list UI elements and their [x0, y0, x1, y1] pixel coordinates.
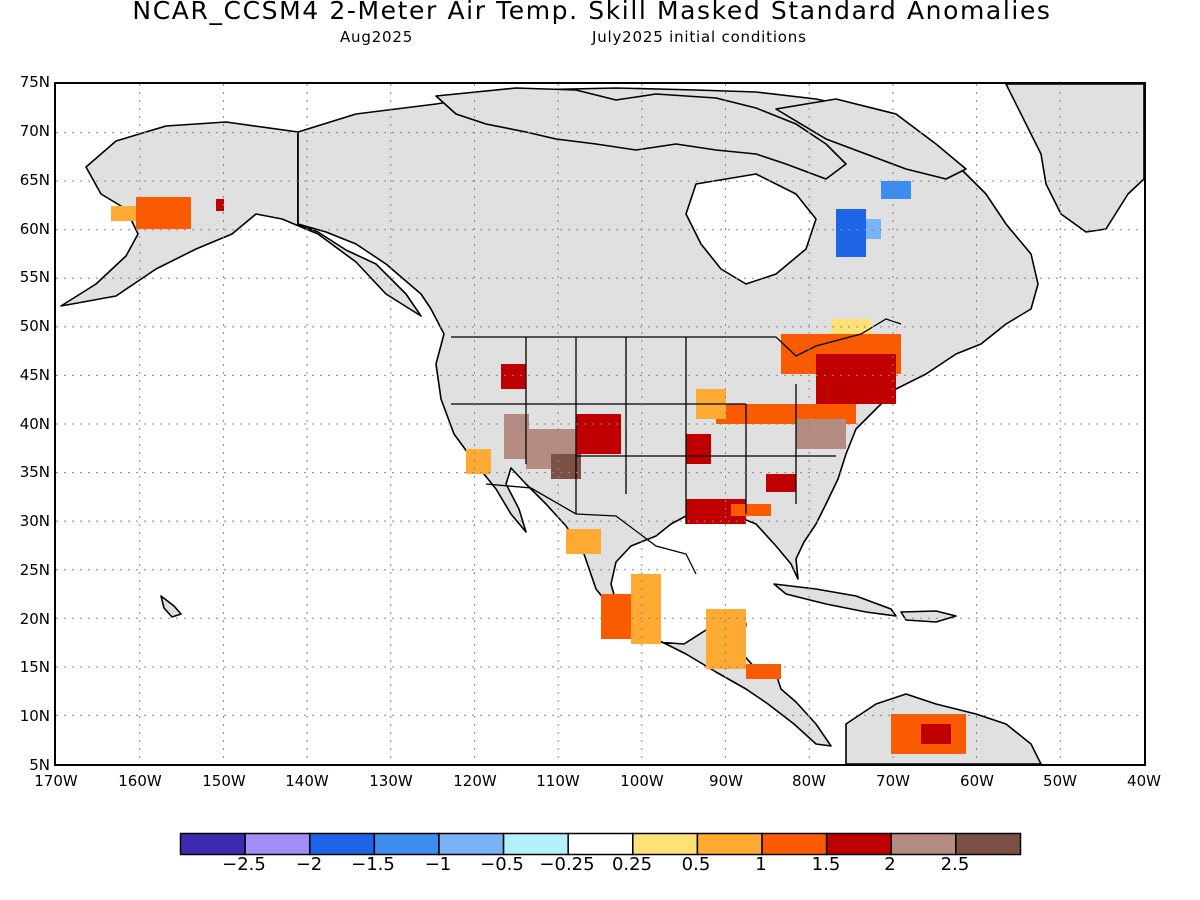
- lat-label-40n: 40N: [19, 415, 50, 433]
- anomaly-northeast-red: [816, 354, 896, 404]
- lon-label-170w: 170W: [34, 772, 78, 790]
- lon-label-80w: 80W: [792, 772, 826, 790]
- anomaly-honduras-orange: [746, 664, 781, 679]
- lon-label-60w: 60W: [960, 772, 994, 790]
- lat-label-50n: 50N: [19, 317, 50, 335]
- lon-label-140w: 140W: [285, 772, 329, 790]
- colorbar-swatch: [502, 832, 569, 856]
- lat-label-55n: 55N: [19, 268, 50, 286]
- land-greenland: [1005, 84, 1144, 233]
- lat-label-70n: 70N: [19, 122, 50, 140]
- anomaly-georgia-red: [766, 474, 796, 492]
- anomaly-quebec-lightblue: [866, 219, 881, 239]
- anomaly-chihuahua-orange: [566, 529, 601, 554]
- colorbar-label-neg0-5: −0.5: [480, 854, 524, 875]
- colorbar-swatch: [308, 832, 376, 856]
- forecast-month: Aug2025: [340, 28, 414, 46]
- lon-label-50w: 50W: [1043, 772, 1077, 790]
- land-baffin-island: [775, 98, 967, 180]
- lat-label-30n: 30N: [19, 512, 50, 530]
- anomaly-appalachia-brown: [796, 419, 846, 449]
- anomaly-gulf-orange: [731, 504, 771, 516]
- water-hudson-bay: [685, 173, 817, 285]
- colorbar-label-0-5: 0.5: [681, 854, 711, 875]
- border-us-mexico: [485, 483, 697, 575]
- anomaly-mexico-yellow: [631, 574, 661, 644]
- anomaly-labrador-blue: [881, 181, 911, 199]
- anomaly-rockies-red: [576, 414, 621, 454]
- anomaly-idaho-red: [501, 364, 526, 389]
- lon-label-160w: 160W: [118, 772, 162, 790]
- land-arctic-islands: [435, 87, 847, 180]
- graticule: [56, 84, 1144, 764]
- colorbar-swatch: [373, 832, 440, 856]
- colorbar-swatch: [696, 832, 763, 856]
- colorbar-label-0-25: 0.25: [611, 854, 653, 875]
- lat-label-15n: 15N: [19, 658, 50, 676]
- anomaly-nevada-brown: [504, 414, 529, 459]
- lon-label-150w: 150W: [202, 772, 246, 790]
- lat-label-10n: 10N: [19, 707, 50, 725]
- lat-label-60n: 60N: [19, 220, 50, 238]
- colorbar-label-neg0-25: −0.25: [539, 854, 595, 875]
- colorbar-label-neg1-5: −1.5: [351, 854, 395, 875]
- colorbar-swatch: [761, 832, 828, 856]
- lon-label-70w: 70W: [876, 772, 910, 790]
- anomaly-quebec-blue: [836, 209, 866, 257]
- colorbar-label-1: 1: [755, 854, 767, 875]
- colorbar-label-neg2-5: −2.5: [222, 854, 266, 875]
- lat-label-65n: 65N: [19, 171, 50, 189]
- lon-label-130w: 130W: [369, 772, 413, 790]
- colorbar-label-neg2: −2: [295, 854, 323, 875]
- land-cuba: [773, 583, 897, 617]
- anomaly-venezuela-red: [921, 724, 951, 744]
- lat-label-75n: 75N: [19, 73, 50, 91]
- colorbar-swatch: [567, 832, 634, 856]
- anomaly-mississippi-red: [686, 434, 711, 464]
- lon-label-40w: 40W: [1127, 772, 1161, 790]
- colorbar-swatch: [825, 832, 893, 856]
- colorbar-swatch: [955, 832, 1022, 856]
- lat-label-5n: 5N: [29, 756, 50, 774]
- chart-title: NCAR_CCSM4 2-Meter Air Temp. Skill Maske…: [132, 0, 1052, 25]
- lon-label-100w: 100W: [620, 772, 664, 790]
- anomaly-alaska-orange: [136, 197, 191, 229]
- colorbar-swatch: [179, 832, 246, 856]
- colorbar-swatch: [438, 832, 505, 856]
- lat-label-45n: 45N: [19, 366, 50, 384]
- lon-label-90w: 90W: [709, 772, 743, 790]
- colorbar-label-2-5: 2.5: [940, 854, 970, 875]
- initial-conditions: July2025 initial conditions: [592, 28, 807, 46]
- lon-label-110w: 110W: [536, 772, 580, 790]
- colorbar-label-neg1: −1: [424, 854, 452, 875]
- border-us-canada: [451, 318, 902, 357]
- colorbar-swatch: [632, 832, 699, 856]
- land-hawaii: [160, 595, 182, 618]
- colorbar-label-1-5: 1.5: [811, 854, 841, 875]
- lat-label-35n: 35N: [19, 463, 50, 481]
- lat-label-20n: 20N: [19, 610, 50, 628]
- land-north-america: [297, 87, 1039, 747]
- lat-label-25n: 25N: [19, 561, 50, 579]
- anomaly-alaska-yellow: [111, 206, 136, 221]
- anomaly-fields: [111, 181, 966, 754]
- anomaly-alaska-red: [216, 199, 224, 211]
- colorbar: [179, 832, 1022, 856]
- colorbar-swatch: [890, 832, 957, 856]
- political-borders: [297, 132, 902, 575]
- lon-label-120w: 120W: [453, 772, 497, 790]
- colorbar-swatch: [244, 832, 311, 856]
- land-hispaniola: [900, 610, 957, 623]
- anomaly-california-yellow: [466, 449, 491, 474]
- anomaly-map: [54, 82, 1146, 766]
- colorbar-label-2: 2: [884, 854, 896, 875]
- anomaly-central-america-yellow: [706, 609, 746, 669]
